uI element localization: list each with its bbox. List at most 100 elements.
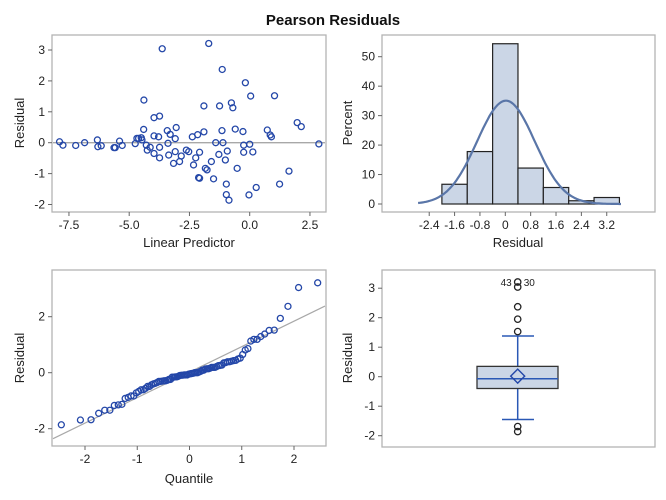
x-tick-label: -1.6 [444, 218, 465, 232]
data-point [222, 180, 230, 188]
qq-point [118, 400, 126, 408]
data-point [315, 140, 323, 148]
data-point [203, 166, 211, 174]
y-tick-label: 20 [362, 138, 376, 152]
data-point [215, 102, 224, 110]
data-point [165, 151, 173, 159]
data-point [245, 191, 253, 199]
data-point [94, 143, 102, 151]
data-point [140, 125, 148, 134]
qq-point [265, 326, 273, 335]
data-point [154, 133, 163, 141]
data-point [195, 148, 204, 156]
data-point [192, 154, 200, 162]
y-tick-label: 2 [368, 311, 375, 325]
data-point [201, 164, 210, 172]
data-point [231, 125, 239, 133]
data-point [155, 154, 164, 162]
qq-point [87, 416, 95, 424]
x-tick-label: -1 [132, 452, 143, 466]
data-point [240, 148, 248, 156]
data-point [233, 164, 241, 172]
data-point [166, 130, 174, 139]
data-point [241, 79, 250, 87]
x-tick-label: -5.0 [119, 218, 140, 232]
qq-point [250, 335, 258, 344]
data-point [171, 148, 179, 156]
data-point [138, 136, 146, 144]
data-point [158, 45, 166, 53]
normal-density-curve [417, 99, 621, 206]
x-tick-label: 0.0 [241, 218, 258, 232]
qq-point [294, 283, 303, 292]
data-point [223, 147, 231, 155]
data-point [246, 140, 254, 148]
x-tick-label: 0 [186, 452, 193, 466]
outlier-point [513, 422, 522, 431]
x-axis-label: Quantile [165, 471, 213, 486]
y-tick-label: -2 [34, 422, 45, 436]
data-point [239, 127, 247, 136]
data-point [209, 175, 218, 183]
data-point [205, 39, 213, 48]
y-tick-label: 10 [362, 168, 376, 182]
data-point [189, 161, 198, 169]
data-point [247, 92, 255, 100]
data-point [200, 128, 208, 136]
data-point [195, 174, 204, 182]
y-tick-label: 1 [38, 105, 45, 119]
qq-point [137, 386, 145, 394]
qq-point [101, 406, 109, 414]
data-point [252, 183, 260, 192]
data-point [229, 104, 237, 112]
y-tick-label: -2 [364, 429, 375, 443]
data-point [293, 118, 301, 127]
residual-vs-predictor-plot: Linear Predictor Residual -7.5 -5.0 -2.5 0.… [12, 34, 327, 250]
data-point [193, 131, 202, 139]
data-point [218, 126, 226, 135]
outlier-point [513, 278, 522, 286]
outlier-point [513, 302, 522, 311]
data-point [297, 122, 305, 131]
mean-marker [509, 368, 526, 385]
data-point [164, 139, 172, 147]
data-point [172, 123, 180, 132]
data-point [72, 141, 80, 150]
data-point [185, 148, 193, 156]
y-axis-label: Residual [12, 98, 27, 149]
x-tick-label: -2.5 [179, 218, 200, 232]
outlier-point [513, 283, 522, 291]
data-point [225, 196, 233, 204]
data-point [177, 152, 185, 160]
y-tick-label: 2 [38, 74, 45, 88]
data-point [212, 139, 220, 147]
y-tick-label: 50 [362, 50, 376, 64]
x-tick-label: 3.2 [598, 218, 615, 232]
outlier-label: 30 [524, 278, 536, 289]
outlier-label: 43 [501, 278, 513, 289]
data-point [93, 136, 102, 144]
y-tick-label: 0 [38, 366, 45, 380]
data-point [140, 96, 148, 104]
histogram-plot: Residual Percent -2.4 -1.6 -0.8 0 0.8 1.6 2.4 3… [340, 34, 656, 250]
qq-point [76, 416, 85, 424]
qq-point [244, 344, 252, 353]
y-tick-label: 2 [38, 310, 45, 324]
data-point [222, 190, 230, 199]
data-point [155, 143, 164, 151]
data-point [118, 141, 126, 150]
outlier-point [513, 427, 522, 436]
y-axis-label: Percent [340, 100, 355, 145]
chart-title: Pearson Residuals [266, 12, 400, 29]
outlier-point [513, 327, 522, 336]
y-tick-label: -1 [34, 167, 45, 181]
plot-frame [51, 34, 327, 213]
qq-point [95, 409, 103, 417]
qq-point [270, 326, 278, 334]
histogram-bar [492, 43, 519, 205]
data-point [150, 149, 158, 158]
qq-point [276, 314, 284, 323]
data-point [150, 132, 158, 140]
data-point [200, 102, 208, 110]
data-point [219, 139, 227, 147]
